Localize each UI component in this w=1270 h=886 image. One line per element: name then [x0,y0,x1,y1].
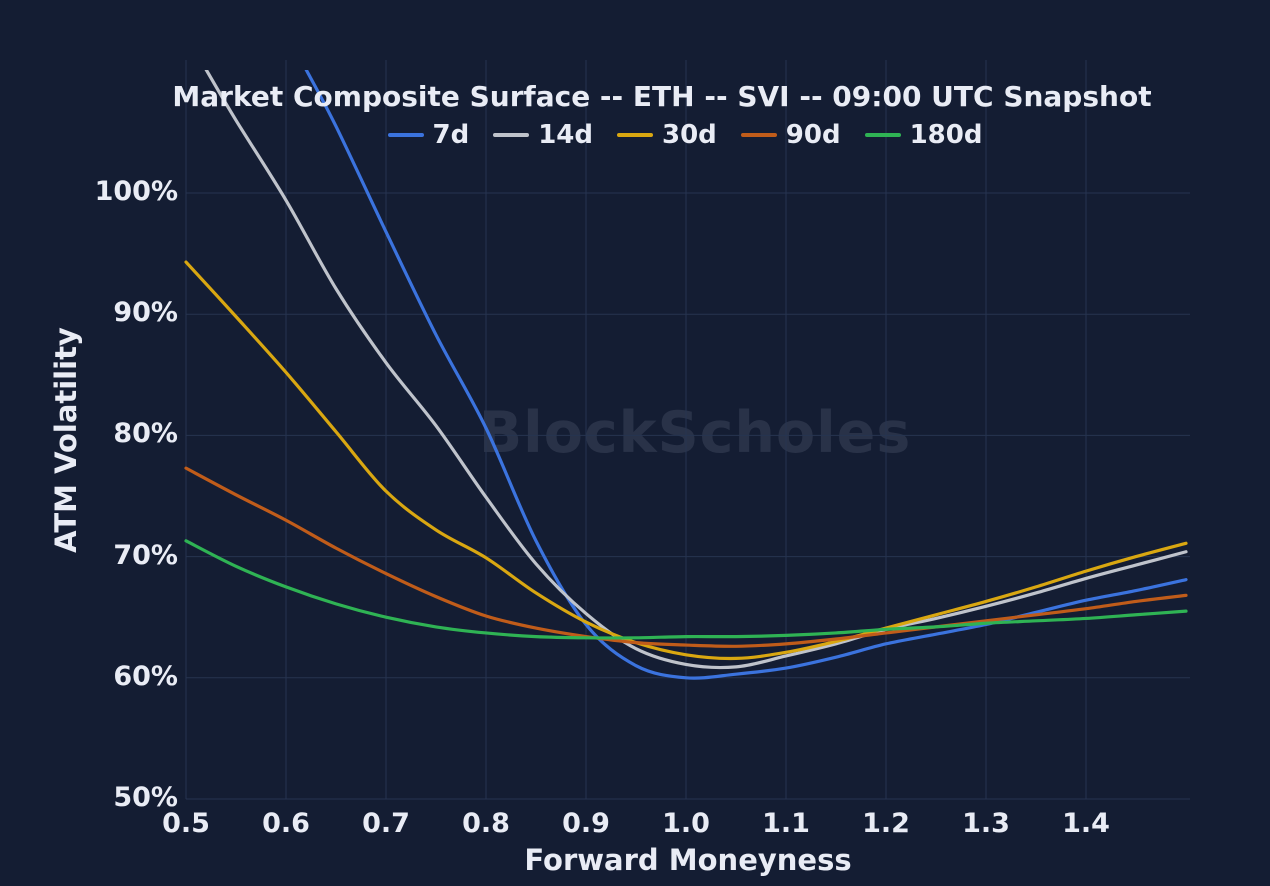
x-tick-0.7: 0.7 [362,808,410,839]
legend-label-180d: 180d [909,120,983,150]
x-tick-1.2: 1.2 [862,808,910,839]
legend-item-7d[interactable]: 7d [387,120,470,150]
y-tick-80%: 80% [113,418,178,450]
x-axis-title: Forward Moneyness [524,843,852,877]
x-tick-0.9: 0.9 [562,808,610,839]
x-tick-1.4: 1.4 [1062,808,1110,839]
legend-label-90d: 90d [785,120,841,150]
y-tick-90%: 90% [113,297,178,329]
legend-swatch-14d [493,133,530,137]
legend: 7d 14d 30d 90d 180d [0,120,1270,150]
x-tick-1.0: 1.0 [662,808,710,839]
legend-swatch-180d [864,133,901,137]
y-axis-title: ATM Volatility [49,327,83,553]
legend-item-180d[interactable]: 180d [864,120,983,150]
series-line-90d[interactable] [184,466,1188,648]
blockscholes-watermark: BlockScholes [478,400,912,466]
legend-item-14d[interactable]: 14d [493,120,593,150]
legend-label-7d: 7d [432,120,470,150]
legend-swatch-30d [617,133,653,137]
y-tick-60%: 60% [113,660,178,692]
legend-item-30d[interactable]: 30d [617,120,717,150]
y-tick-70%: 70% [113,539,178,571]
x-tick-0.8: 0.8 [462,808,510,839]
series-line-30d[interactable] [184,260,1188,661]
x-tick-0.6: 0.6 [262,808,310,839]
legend-label-30d: 30d [662,120,717,150]
chart-title: Market Composite Surface -- ETH -- SVI -… [172,80,1152,113]
x-tick-0.5: 0.5 [162,808,210,839]
series-line-14d[interactable] [204,69,1188,670]
x-tick-1.3: 1.3 [962,808,1010,839]
x-tick-1.1: 1.1 [762,808,810,839]
legend-swatch-7d [387,133,424,137]
legend-item-90d[interactable]: 90d [740,120,841,150]
y-tick-100%: 100% [94,176,178,207]
legend-label-14d: 14d [538,120,593,150]
gridlines [185,60,1190,800]
legend-swatch-90d [740,133,777,137]
y-tick-50%: 50% [113,782,178,813]
series-line-180d[interactable] [184,539,1188,640]
